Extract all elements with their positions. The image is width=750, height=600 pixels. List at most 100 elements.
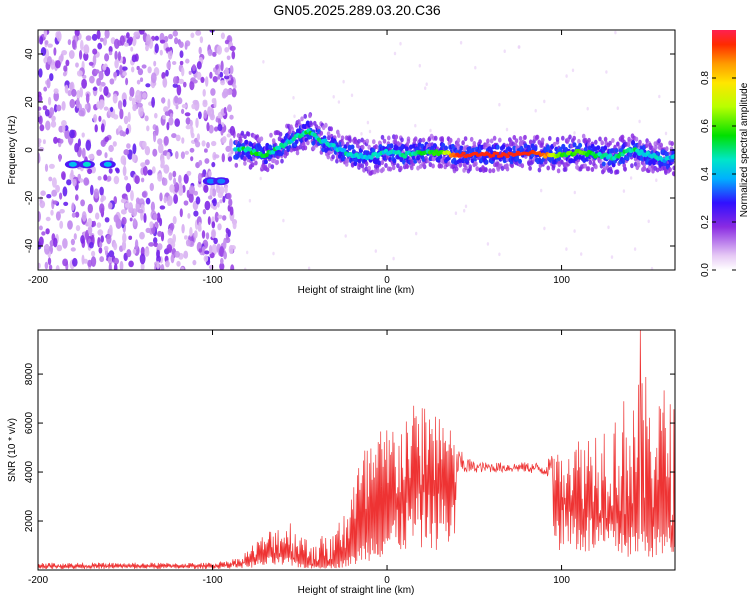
noise-blob <box>207 106 212 116</box>
noise-blob <box>212 76 218 83</box>
noise-blob <box>161 72 166 80</box>
noise-blob <box>178 78 184 84</box>
noise-blob <box>167 200 171 206</box>
noise-blob <box>543 226 546 231</box>
noise-blob <box>53 47 57 56</box>
ridge-halo <box>243 134 247 140</box>
ridge-halo <box>380 160 385 166</box>
ridge-halo <box>474 161 478 167</box>
noise-blob <box>52 200 58 205</box>
ridge-halo <box>431 163 435 169</box>
noise-blob <box>165 47 172 52</box>
noise-blob <box>139 253 146 265</box>
noise-blob <box>139 140 143 148</box>
noise-blob <box>219 262 225 270</box>
noise-blob <box>226 133 231 138</box>
y-tick-label: 0 <box>24 147 35 153</box>
noise-blob <box>183 200 189 206</box>
noise-blob <box>190 32 195 39</box>
noise-blob <box>55 184 60 193</box>
noise-blob <box>198 46 202 55</box>
ridge-halo <box>421 137 426 143</box>
ridge-band <box>558 146 563 152</box>
ridge-halo <box>537 139 541 145</box>
noise-blob <box>134 175 140 185</box>
noise-blob <box>144 159 150 166</box>
noise-blob <box>414 123 417 128</box>
ridge-halo <box>376 168 380 174</box>
noise-blob <box>227 204 231 212</box>
noise-blob <box>137 102 143 108</box>
ridge-halo <box>345 158 350 164</box>
noise-blob <box>212 188 217 197</box>
ridge-halo <box>492 135 497 141</box>
noise-blob <box>229 138 233 149</box>
ridge-halo <box>540 142 544 148</box>
ridge-halo <box>335 158 339 164</box>
ridge-halo <box>668 167 672 173</box>
noise-blob <box>180 151 185 159</box>
noise-blob <box>168 172 173 181</box>
ridge-band <box>572 142 577 148</box>
ridge-halo <box>396 141 401 147</box>
noise-blob <box>38 236 44 247</box>
noise-blob <box>71 88 77 97</box>
noise-blob <box>126 32 130 39</box>
noise-blob <box>166 151 171 160</box>
noise-blob <box>108 168 113 174</box>
ridge-band <box>371 148 376 154</box>
snr-x-ticks: -200 -100 0 100 <box>28 330 570 586</box>
ridge-halo <box>563 166 568 172</box>
noise-blob <box>108 262 112 270</box>
noise-blob <box>193 230 198 239</box>
noise-blob <box>103 106 109 111</box>
noise-blob <box>53 91 59 102</box>
noise-blob <box>45 228 50 235</box>
noise-blob <box>189 119 193 127</box>
noise-blob <box>48 264 53 270</box>
ridge-halo <box>319 130 324 136</box>
noise-blob <box>607 225 610 230</box>
noise-blob <box>138 105 144 117</box>
ridge-band <box>603 145 608 151</box>
noise-blob <box>184 150 189 155</box>
noise-blob <box>68 82 74 90</box>
noise-blob <box>140 262 145 270</box>
ridge-halo <box>243 155 247 161</box>
ridge-halo <box>572 135 576 141</box>
noise-blob <box>159 49 163 56</box>
noise-blob <box>168 33 173 40</box>
ridge-halo <box>329 126 334 132</box>
colorbar: 0.0 0.2 0.4 0.6 0.8 Normalized spectral ampl… <box>700 30 750 277</box>
noise-blob <box>38 225 43 231</box>
ridge-halo <box>295 150 300 156</box>
x-tick-label: 0 <box>384 575 390 586</box>
noise-blob <box>143 213 147 223</box>
noise-blob <box>392 256 395 261</box>
noise-blob <box>81 147 86 159</box>
ridge-halo <box>634 136 639 142</box>
noise-blob <box>92 54 97 66</box>
noise-blob <box>175 134 181 142</box>
noise-blob <box>534 108 537 113</box>
noise-blob <box>115 168 120 174</box>
ridge-band <box>413 158 418 164</box>
ridge-band <box>392 158 397 164</box>
noise-blob <box>211 161 216 168</box>
ridge-band <box>518 158 522 164</box>
noise-blob <box>195 141 201 148</box>
noise-blob <box>164 35 169 43</box>
noise-blob <box>203 109 208 119</box>
spectrogram-ridge <box>64 112 675 186</box>
noise-blob <box>200 76 205 83</box>
noise-blob <box>137 68 144 76</box>
ridge-halo <box>405 164 410 170</box>
ridge-halo <box>440 138 445 144</box>
y-tick-label: 4000 <box>24 460 35 483</box>
ridge-halo <box>303 113 308 119</box>
noise-blob <box>89 241 94 249</box>
noise-blob <box>181 67 185 77</box>
noise-blob <box>176 260 181 267</box>
ridge-halo <box>391 165 396 171</box>
noise-blob <box>293 114 296 119</box>
